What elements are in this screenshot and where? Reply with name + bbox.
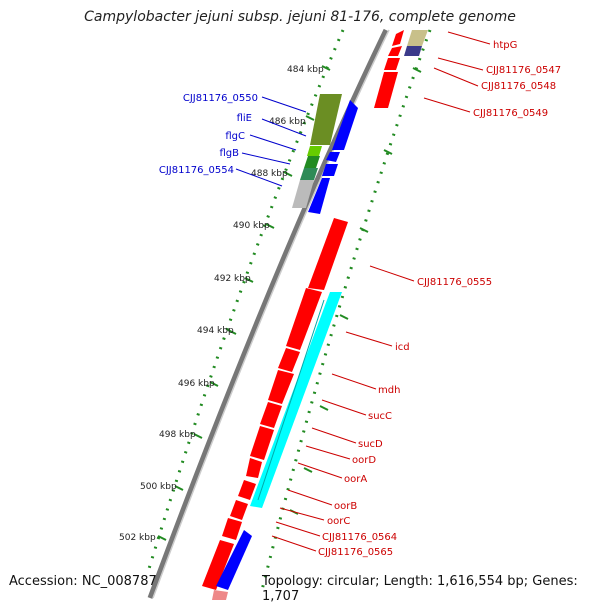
gene-label: oorC <box>327 516 350 527</box>
gene-label: CJJ81176_0547 <box>486 65 561 76</box>
gene-0555 <box>308 218 348 290</box>
gene-label: CJJ81176_0548 <box>481 81 556 92</box>
gene-label: CJJ81176_0564 <box>322 532 397 543</box>
gene-label: flgC <box>225 131 245 142</box>
gene-label: CJJ81176_0549 <box>473 108 548 119</box>
kbp-label: 490 kbp <box>233 221 270 231</box>
gene-0547 <box>404 46 422 56</box>
kbp-label: 486 kbp <box>269 117 306 127</box>
reverse-genes-flagellar <box>292 94 358 214</box>
kbp-label: 496 kbp <box>178 379 215 389</box>
forward-genes-top <box>374 30 404 108</box>
gene-label: sucD <box>358 439 383 450</box>
gene-htpG <box>407 30 428 46</box>
gene-label: oorA <box>344 474 367 485</box>
forward-genes-lower <box>202 288 322 590</box>
gene-label: oorD <box>352 455 376 466</box>
kbp-label: 488 kbp <box>251 169 288 179</box>
gene-blue-lower <box>216 530 252 590</box>
gene-label: mdh <box>378 385 400 396</box>
kbp-label: 492 kbp <box>214 274 251 284</box>
genome-backbone <box>147 28 389 599</box>
left-ring-ticks <box>157 65 331 541</box>
gene-label: oorB <box>334 501 357 512</box>
gene-label: CJJ81176_0555 <box>417 277 492 288</box>
genome-backbone-highlight <box>152 29 390 599</box>
accession-text: Accession: NC_008787 <box>9 574 157 589</box>
gene-label: CJJ81176_0550 <box>183 93 258 104</box>
gene-label: fliE <box>237 113 252 124</box>
kbp-label: 500 kbp <box>140 482 177 492</box>
gene-label: htpG <box>493 40 517 51</box>
gene-pink-lower <box>212 590 228 600</box>
map-title: Campylobacter jejuni subsp. jejuni 81-17… <box>84 9 516 25</box>
gene-label: CJJ81176_0554 <box>159 165 234 176</box>
gene-label: flgB <box>219 148 239 159</box>
kbp-label: 494 kbp <box>197 326 234 336</box>
gene-label: CJJ81176_0565 <box>318 547 393 558</box>
kbp-label: 484 kbp <box>287 65 324 75</box>
gene-label: sucC <box>368 411 392 422</box>
kbp-label: 502 kbp <box>119 533 156 543</box>
kbp-label: 498 kbp <box>159 430 196 440</box>
gene-label: icd <box>395 342 410 353</box>
